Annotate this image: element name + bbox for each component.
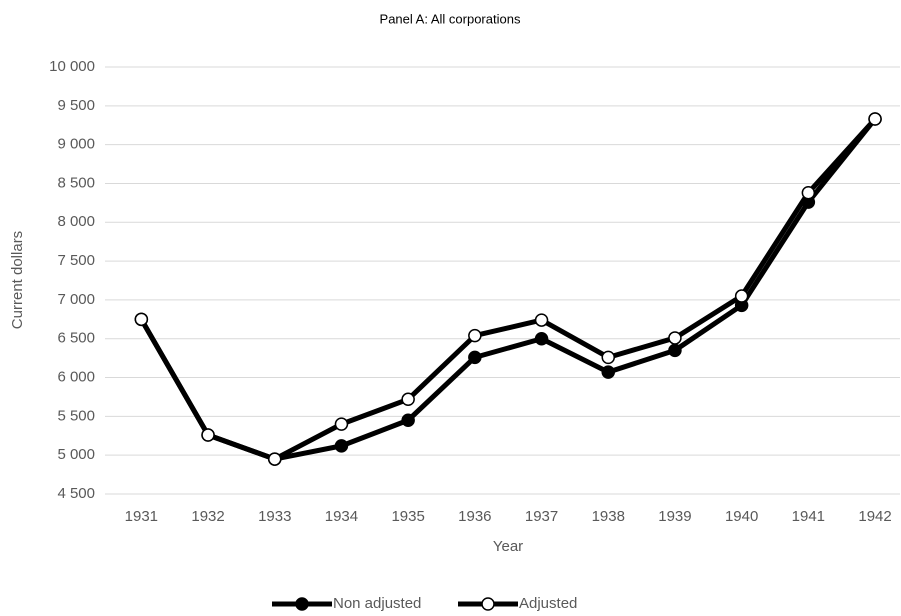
legend-marker: [481, 597, 495, 611]
legend-label: Adjusted: [519, 595, 577, 612]
y-axis-label: Current dollars: [9, 231, 26, 329]
data-point: [334, 417, 349, 431]
legend-marker: [295, 597, 309, 611]
x-tick-label: 1933: [258, 508, 291, 525]
y-tick-label: 5 500: [57, 407, 95, 424]
y-tick-label: 7 000: [57, 291, 95, 308]
series-line: [139, 117, 877, 462]
data-point: [534, 313, 549, 327]
data-point: [668, 331, 682, 345]
x-axis-label: Year: [493, 538, 523, 555]
x-tick-label: 1935: [391, 508, 424, 525]
x-tick-label: 1940: [725, 508, 758, 525]
x-tick-label: 1932: [191, 508, 224, 525]
data-point: [801, 186, 816, 200]
y-tick-label: 8 000: [57, 213, 95, 230]
y-tick-label: 7 500: [57, 252, 95, 269]
series-line: [139, 117, 877, 462]
y-tick-label: 9 000: [57, 136, 95, 153]
data-point: [401, 413, 415, 427]
x-tick-label: 1942: [858, 508, 891, 525]
x-tick-label: 1941: [792, 508, 825, 525]
data-point: [334, 439, 349, 453]
data-point: [201, 428, 215, 442]
data-point: [668, 343, 682, 358]
data-point: [734, 289, 749, 303]
y-tick-label: 8 500: [57, 174, 95, 191]
y-tick-label: 6 500: [57, 330, 95, 347]
legend-label: Non adjusted: [333, 595, 421, 612]
data-point: [534, 331, 549, 346]
x-tick-label: 1936: [458, 508, 491, 525]
y-tick-label: 9 500: [57, 97, 95, 114]
data-point: [401, 392, 415, 407]
data-point: [868, 112, 882, 126]
y-tick-label: 10 000: [49, 58, 95, 75]
data-point: [468, 328, 482, 343]
data-point: [468, 350, 482, 365]
x-tick-label: 1934: [325, 508, 358, 525]
data-point: [268, 452, 282, 466]
data-point: [601, 350, 615, 365]
x-tick-label: 1938: [592, 508, 625, 525]
chart-title: Panel A: All corporations: [380, 11, 521, 26]
y-tick-label: 4 500: [57, 485, 95, 502]
x-tick-label: 1931: [125, 508, 158, 525]
y-tick-label: 5 000: [57, 446, 95, 463]
y-tick-label: 6 000: [57, 369, 95, 386]
data-point: [601, 365, 615, 379]
x-tick-label: 1937: [525, 508, 558, 525]
x-tick-label: 1939: [658, 508, 691, 525]
data-point: [134, 312, 149, 327]
